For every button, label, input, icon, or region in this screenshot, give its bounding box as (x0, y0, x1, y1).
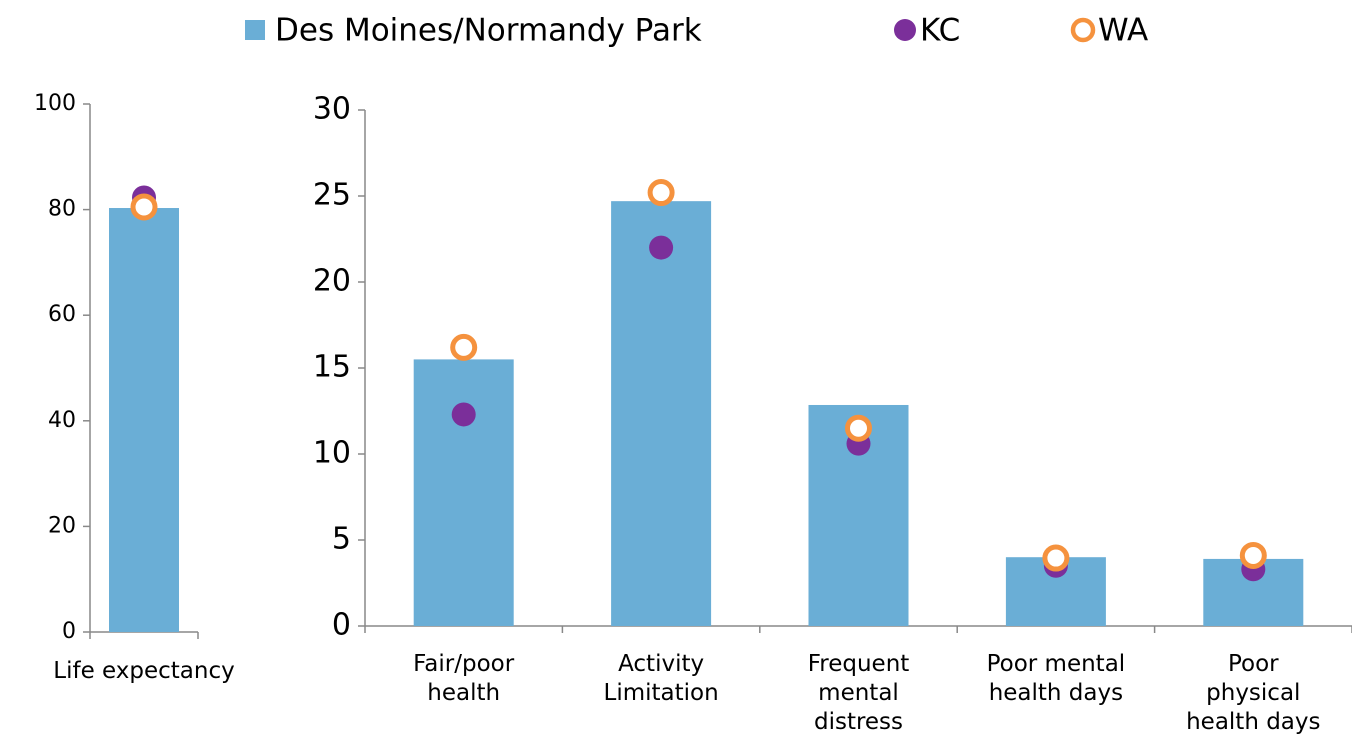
x-tick-label: Life expectancy (53, 658, 235, 684)
y-tick-label: 20 (48, 513, 76, 538)
kc-marker (649, 235, 674, 260)
legend-swatch (1070, 17, 1096, 43)
y-tick-label: 40 (48, 408, 76, 433)
legend-label: WA (1098, 13, 1148, 49)
wa-marker (647, 179, 675, 207)
y-tick-label: 0 (62, 619, 76, 644)
y-tick-label: 100 (34, 91, 76, 116)
y-tick-label: 10 (313, 436, 351, 471)
y-tick-label: 20 (313, 264, 351, 299)
y-tick-label: 5 (332, 522, 351, 557)
bar (413, 359, 514, 626)
y-tick-label: 80 (48, 197, 76, 222)
y-tick-label: 15 (313, 350, 351, 385)
x-tick-label: Poor mental health days (986, 651, 1126, 706)
wa-marker (130, 193, 158, 221)
wa-marker (450, 333, 478, 361)
kc-marker (451, 402, 476, 427)
x-tick-label: Activity Limitation (603, 651, 719, 706)
bar (611, 201, 712, 626)
wa-marker (845, 414, 872, 442)
y-tick-label: 30 (313, 92, 351, 127)
legend-label: Des Moines/Normandy Park (275, 13, 702, 49)
y-tick-label: 0 (332, 608, 351, 643)
legend-swatch (245, 20, 265, 40)
wa-marker (1042, 544, 1070, 572)
y-tick-label: 60 (48, 302, 76, 327)
x-tick-label: Frequent mental distress (807, 651, 910, 735)
x-tick-label: Fair/poor health (413, 651, 515, 706)
x-tick-label: Poor physical health days (1186, 651, 1321, 735)
bar (109, 208, 179, 633)
legend-label: KC (920, 13, 960, 49)
wa-marker (1239, 541, 1267, 569)
y-tick-label: 25 (313, 178, 351, 213)
legend-swatch (894, 19, 916, 41)
